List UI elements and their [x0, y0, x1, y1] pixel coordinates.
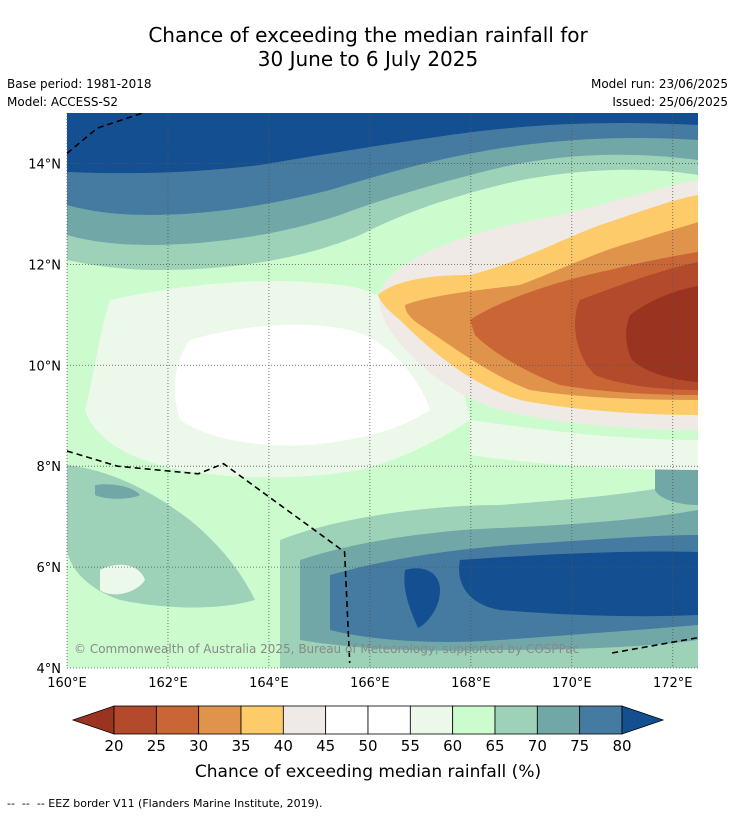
issued-date: Issued: 25/06/2025	[612, 95, 728, 109]
contour-central-white	[174, 324, 430, 446]
lon-tick-label: 160°E	[47, 676, 87, 691]
colorbar-segment	[536, 705, 581, 735]
eez-borders	[67, 113, 698, 664]
lat-tick-label: 10°N	[28, 359, 61, 374]
colorbar-segment	[494, 705, 538, 735]
eez-border-line-north	[67, 113, 143, 155]
eez-border-line	[67, 450, 351, 664]
base-period: Base period: 1981-2018	[7, 77, 152, 91]
map-gridlines	[66, 113, 698, 669]
colorbar-tick: 45	[316, 737, 335, 755]
contour-small-east	[655, 459, 698, 505]
colorbar-segment	[367, 705, 411, 735]
colorbar-tick: 75	[570, 737, 589, 755]
contour-east-pale	[470, 420, 698, 470]
colorbar-over-arrow	[621, 705, 665, 735]
lon-tick-label: 172°E	[653, 676, 693, 691]
contour-south-blue-2	[404, 568, 440, 628]
colorbar-tick: 20	[104, 737, 123, 755]
colorbar-segment	[325, 705, 369, 735]
colorbar-tick: 65	[485, 737, 504, 755]
map-title-line1: Chance of exceeding the median rainfall …	[148, 23, 588, 47]
colorbar-segment	[452, 705, 496, 735]
contour-west-75	[95, 484, 140, 499]
contour-south-blue	[459, 551, 698, 617]
contour-north-blue	[67, 113, 698, 174]
colorbar-tick: 25	[147, 737, 166, 755]
colorbar-segment	[409, 705, 454, 735]
colorbar-under-arrow	[71, 705, 115, 735]
longitude-labels: 160°E 162°E 164°E 166°E 168°E 170°E 172°E	[47, 676, 692, 691]
colorbar-tick: 35	[231, 737, 250, 755]
colorbar-segment	[282, 705, 327, 735]
lon-tick-label: 170°E	[552, 676, 592, 691]
colorbar-tick: 55	[401, 737, 420, 755]
lat-tick-label: 14°N	[28, 157, 61, 172]
colorbar-segment	[155, 705, 200, 735]
colorbar	[71, 705, 665, 735]
model-run: Model run: 23/06/2025	[590, 77, 728, 91]
colorbar-segment	[198, 705, 242, 735]
model-name: Model: ACCESS-S2	[7, 95, 119, 109]
latitude-labels: 4°N 6°N 8°N 10°N 12°N 14°N	[28, 157, 61, 677]
lon-tick-label: 162°E	[148, 676, 188, 691]
lat-tick-label: 8°N	[37, 460, 62, 475]
lon-tick-label: 168°E	[451, 676, 491, 691]
eez-footer-note: -- -- -- EEZ border V11 (Flanders Marine…	[7, 797, 323, 810]
colorbar-segment	[113, 705, 157, 735]
colorbar-tick: 50	[358, 737, 377, 755]
colorbar-segment	[240, 705, 284, 735]
meta-left: Base period: 1981-2018 Model: ACCESS-S2	[7, 75, 152, 111]
meta-right: Model run: 23/06/2025 Issued: 25/06/2025	[591, 75, 728, 111]
eez-border-line-east	[612, 636, 698, 654]
colorbar-tick: 70	[528, 737, 547, 755]
colorbar-segment	[579, 705, 623, 735]
lat-tick-label: 12°N	[28, 258, 61, 273]
contour-west-white	[100, 564, 145, 595]
copyright-text: © Commonwealth of Australia 2025, Bureau…	[74, 642, 579, 656]
colorbar-tick: 60	[443, 737, 462, 755]
colorbar-tick-labels: 20 25 30 35 40 45 50 55 60 65 70 75 80	[104, 737, 631, 755]
colorbar-tick: 40	[274, 737, 293, 755]
lat-tick-label: 6°N	[37, 561, 62, 576]
colorbar-tick: 30	[189, 737, 208, 755]
contour-below-20	[626, 286, 698, 382]
colorbar-tick: 80	[612, 737, 631, 755]
map-plot-area	[67, 113, 698, 668]
colorbar-title: Chance of exceeding median rainfall (%)	[194, 762, 542, 782]
lat-tick-label: 4°N	[37, 662, 62, 677]
lon-tick-label: 166°E	[350, 676, 390, 691]
lon-tick-label: 164°E	[249, 676, 289, 691]
map-title-line2: 30 June to 6 July 2025	[257, 47, 479, 71]
